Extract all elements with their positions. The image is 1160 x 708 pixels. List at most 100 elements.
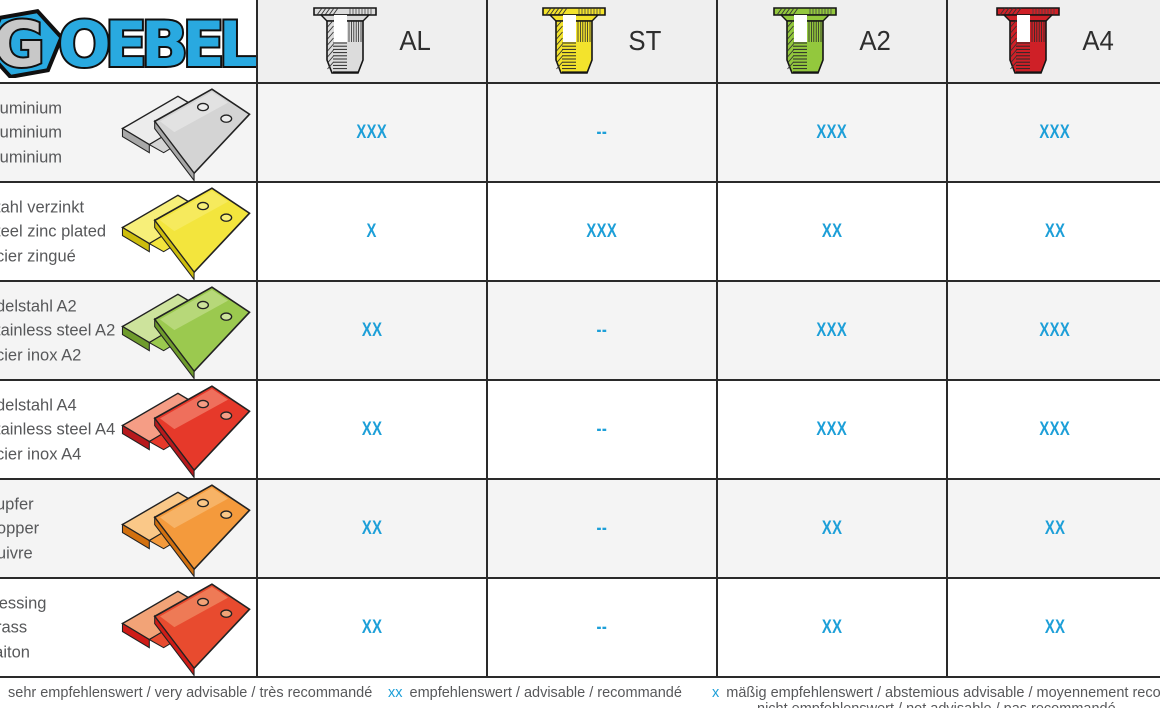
material-name-en: Copper xyxy=(0,519,40,538)
rivet-nut-icon-al xyxy=(313,7,377,74)
material-label: Edelstahl A2 Stainless steel A2 Acier inox… xyxy=(0,294,115,368)
compatibility-cell: XXX xyxy=(948,282,1160,381)
compatibility-rating: X xyxy=(366,220,378,242)
plates-icon xyxy=(121,384,251,478)
legend-text: sehr empfehlenswert / very advisable / t… xyxy=(8,685,373,701)
column-header-al: AL xyxy=(258,0,488,84)
compatibility-rating: XXX xyxy=(356,121,388,143)
compatibility-cell: XXX xyxy=(718,381,948,480)
compatibility-grid: GOEBELALSTA2A4AluminiumAluminiumAluminiu… xyxy=(0,0,1160,678)
material-name-de: Kupfer xyxy=(0,494,34,513)
compatibility-cell: XXX xyxy=(258,84,488,183)
compatibility-rating: -- xyxy=(596,319,608,341)
material-name-fr: Cuivre xyxy=(0,543,33,562)
compatibility-rating: XX xyxy=(821,517,843,539)
rivet-nut-icon-a2 xyxy=(773,7,837,74)
compatibility-cell: XX xyxy=(948,579,1160,678)
material-label-cell: Aluminium Aluminium Aluminium xyxy=(0,84,258,183)
material-name-fr: Acier inox A4 xyxy=(0,444,82,463)
goebel-logo: GOEBEL xyxy=(0,8,257,78)
compatibility-rating: XXX xyxy=(586,220,618,242)
material-name-de: Stahl verzinkt xyxy=(0,197,85,216)
column-label-a2: A2 xyxy=(859,25,891,56)
compatibility-cell: XX xyxy=(948,183,1160,282)
compatibility-rating: XX xyxy=(361,418,383,440)
compatibility-cell: -- xyxy=(488,579,718,678)
material-name-fr: Aluminium xyxy=(0,147,63,166)
compatibility-cell: XX xyxy=(718,480,948,579)
legend-item: xx empfehlenswert / advisable / recommand… xyxy=(388,685,682,701)
column-header-a2: A2 xyxy=(718,0,948,84)
compatibility-cell: XX xyxy=(258,282,488,381)
compatibility-cell: XXX xyxy=(718,282,948,381)
compatibility-cell: XXX xyxy=(948,381,1160,480)
rivet-nut-icon-st xyxy=(542,7,606,74)
compatibility-rating: XX xyxy=(361,319,383,341)
material-name-de: Edelstahl A4 xyxy=(0,395,77,414)
compatibility-rating: XX xyxy=(821,220,843,242)
compatibility-cell: XX xyxy=(718,183,948,282)
material-name-en: Stainless steel A4 xyxy=(0,420,116,439)
legend-item: x mäßig empfehlenswert / abstemious advis… xyxy=(712,685,1160,701)
compatibility-rating: XXX xyxy=(816,418,848,440)
compatibility-cell: XX xyxy=(258,381,488,480)
material-label-cell: Edelstahl A4 Stainless steel A4 Acier inox… xyxy=(0,381,258,480)
material-name-de: Messing xyxy=(0,593,47,612)
material-label-cell: Edelstahl A2 Stainless steel A2 Acier inox… xyxy=(0,282,258,381)
material-name-de: Aluminium xyxy=(0,98,63,117)
material-label-cell: Messing Brass Laiton xyxy=(0,579,258,678)
material-label: Edelstahl A4 Stainless steel A4 Acier inox… xyxy=(0,393,115,467)
legend-text: mäßig empfehlenswert / abstemious advisa… xyxy=(726,685,1160,701)
material-label: Kupfer Copper Cuivre xyxy=(0,492,39,566)
compatibility-cell: XX xyxy=(948,480,1160,579)
compatibility-cell: XX xyxy=(258,579,488,678)
logo-hexagon xyxy=(0,8,64,78)
compatibility-rating: XXX xyxy=(816,121,848,143)
legend-marker: x xyxy=(712,685,720,701)
compatibility-rating: XXX xyxy=(1039,121,1071,143)
column-label-st: ST xyxy=(628,25,662,56)
compatibility-cell: XX xyxy=(718,579,948,678)
material-name-fr: Laiton xyxy=(0,642,30,661)
compatibility-cell: XXX xyxy=(488,183,718,282)
plates-icon xyxy=(121,483,251,577)
compatibility-cell: XXX xyxy=(948,84,1160,183)
plates-icon xyxy=(121,285,251,379)
compatibility-cell: -- xyxy=(488,84,718,183)
material-name-en: Aluminium xyxy=(0,123,63,142)
plates-icon xyxy=(121,186,251,280)
compatibility-rating: XXX xyxy=(1039,418,1071,440)
legend-line2: nicht empfehlenswert / not advisable / p… xyxy=(757,701,1116,708)
legend-marker: xx xyxy=(388,685,403,701)
logo-letter-g: G xyxy=(0,8,41,78)
material-label-cell: Kupfer Copper Cuivre xyxy=(0,480,258,579)
plates-icon xyxy=(121,582,251,676)
logo-letters: OEBEL xyxy=(58,8,257,78)
compatibility-rating: XX xyxy=(361,517,383,539)
legend-item: sehr empfehlenswert / very advisable / t… xyxy=(8,685,372,701)
compatibility-cell: XX xyxy=(258,480,488,579)
compatibility-rating: XX xyxy=(821,616,843,638)
compatibility-rating: XX xyxy=(361,616,383,638)
compatibility-rating: XXX xyxy=(1039,319,1071,341)
material-name-en: Brass xyxy=(0,618,28,637)
compatibility-rating: -- xyxy=(596,121,608,143)
material-name-en: Steel zinc plated xyxy=(0,222,107,241)
column-label-a4: A4 xyxy=(1082,25,1114,56)
compatibility-rating: -- xyxy=(596,517,608,539)
compatibility-cell: XXX xyxy=(718,84,948,183)
compatibility-cell: -- xyxy=(488,282,718,381)
material-name-fr: Acier zingué xyxy=(0,246,76,265)
compatibility-cell: -- xyxy=(488,480,718,579)
compatibility-rating: XX xyxy=(1044,220,1066,242)
material-name-fr: Acier inox A2 xyxy=(0,345,82,364)
compatibility-cell: X xyxy=(258,183,488,282)
compatibility-rating: -- xyxy=(596,616,608,638)
legend: sehr empfehlenswert / very advisable / t… xyxy=(0,678,1160,708)
legend-text: nicht empfehlenswert / not advisable / p… xyxy=(757,701,1116,708)
material-name-en: Stainless steel A2 xyxy=(0,321,116,340)
column-label-al: AL xyxy=(399,25,431,56)
rivet-nut-icon-a4 xyxy=(996,7,1060,74)
material-label: Stahl verzinkt Steel zinc plated Acier zin… xyxy=(0,195,106,269)
